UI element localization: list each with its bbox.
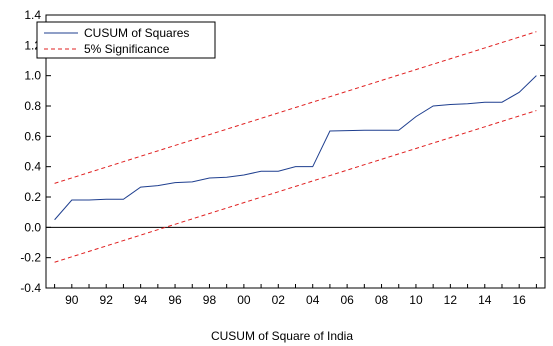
legend-label-significance: 5% Significance: [84, 42, 170, 56]
x-tick-label: 04: [306, 293, 320, 307]
x-tick-label: 98: [203, 293, 217, 307]
series-upper-bound-line: [54, 31, 537, 184]
legend: CUSUM of Squares 5% Significance: [36, 21, 216, 59]
series-layer: [54, 31, 537, 263]
y-tick-label: 0.4: [24, 160, 41, 174]
x-tick-label: 12: [444, 293, 458, 307]
x-tick-label: 90: [65, 293, 79, 307]
y-tick-label: 0.6: [24, 129, 41, 143]
x-tick-label: 00: [237, 293, 251, 307]
x-tick-label: 08: [375, 293, 389, 307]
series-cusum-line: [54, 75, 537, 221]
x-tick-label: 96: [168, 293, 182, 307]
y-tick-label: 0.0: [24, 220, 41, 234]
legend-label-cusum: CUSUM of Squares: [84, 26, 189, 40]
y-tick-label: 0.2: [24, 190, 41, 204]
x-tick-label: 92: [100, 293, 114, 307]
y-tick-label: 1.4: [24, 8, 41, 22]
y-tick-label: 0.8: [24, 99, 41, 113]
y-tick-label: -0.4: [20, 281, 41, 295]
x-tick-label: 94: [134, 293, 148, 307]
x-tick-label: 10: [409, 293, 423, 307]
x-axis-title: CUSUM of Square of India: [211, 329, 353, 343]
x-tick-label: 16: [513, 293, 527, 307]
series-lower-bound-line: [54, 110, 537, 263]
legend-box: [36, 21, 216, 59]
x-tick-label: 14: [478, 293, 492, 307]
x-tick-label: 06: [340, 293, 354, 307]
y-tick-label: 1.0: [24, 69, 41, 83]
y-tick-label: -0.2: [20, 251, 41, 265]
x-tick-label: 02: [272, 293, 286, 307]
y-axis: -0.4-0.20.00.20.40.60.81.01.21.4: [20, 8, 545, 295]
x-axis: 90 92 94 96 98 00 02 04 06 08 10 12 14 16: [54, 284, 537, 307]
